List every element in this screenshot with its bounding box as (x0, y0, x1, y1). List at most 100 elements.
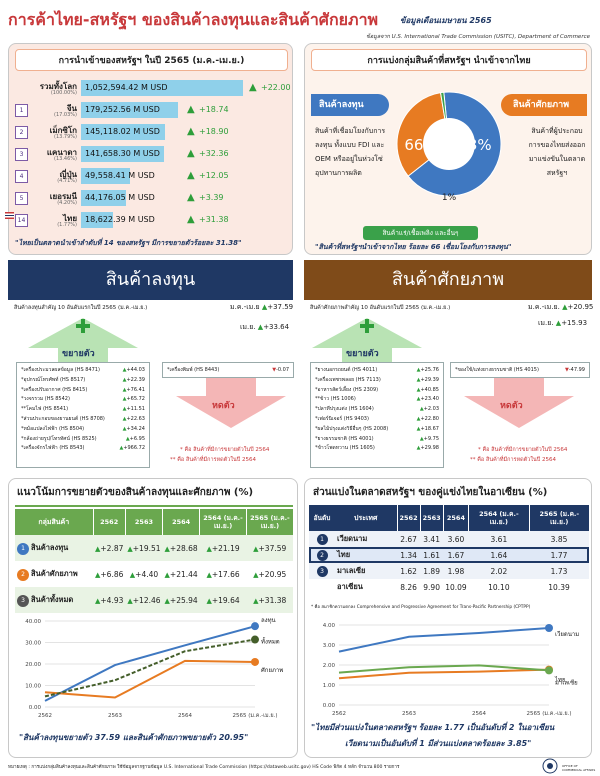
list-item-change: ▲+9.75 (420, 435, 439, 445)
thai-flag-icon (5, 212, 14, 219)
import-change: +32.36 (199, 149, 229, 158)
up-arrow-icon: ▲ (119, 445, 124, 452)
row-label: 1 สินค้าลงทุน (15, 535, 93, 561)
import-value: 1,052,594.42 M USD (85, 83, 168, 92)
up-arrow-icon: ▲ (122, 367, 127, 373)
y-tick-label: 0.00 (29, 705, 42, 711)
table-row: 3 สินค้าทั้งหมด ▲+4.93 ▲+12.46 ▲+25.94 ▲+19.6… (15, 587, 293, 613)
y-tick-label: 10.00 (25, 684, 41, 690)
col-header: 2564 (ม.ค.-เม.ย.) (468, 505, 530, 531)
country-share: (1.77%) (57, 222, 77, 228)
list-item-change: ▲+65.72 (123, 395, 145, 405)
potential-contract-label: หดตัว (500, 401, 523, 411)
table-cell: 9.90 (423, 582, 440, 592)
list-item: *อาหารสัตว์เลี้ยง (HS 2309) ▲+40.85 (315, 386, 439, 396)
up-arrow-icon: ▲ (416, 396, 421, 403)
list-item-label: *ปลาทีปรุงแต่ง (HS 1604) (315, 406, 374, 413)
potential-expand-list: *ยางนอกรถยนต์ (HS 4011) ▲+25.76 *เครื่องเพ… (310, 362, 444, 468)
pie-slice-potential (396, 92, 450, 177)
table-cell: ▲+25.94 (163, 587, 200, 613)
table-row: 1 สินค้าลงทุน ▲+2.87 ▲+19.51 ▲+28.68 ▲+21.19 ▲… (15, 535, 293, 561)
list-item: *ผลไม้ปรุงแต่งวิธีอื่นๆ (HS 2008) ▲+18.67 (315, 425, 439, 435)
potential-apr-change: +15.93 (561, 319, 588, 327)
table-row: 1 เวียดนาม 2.67 3.41 3.60 3.61 3.85 (309, 531, 589, 547)
table-row: 2 ไทย 1.34 1.61 1.67 1.64 1.77 (309, 547, 589, 563)
table-cell: 3.85 (550, 534, 568, 544)
list-item: *ปลาทีปรุงแต่ง (HS 1604) ▲+2.03 (315, 405, 439, 415)
series-label: ไทย (554, 676, 566, 684)
country-share: (13.46%) (54, 156, 77, 162)
list-item: *ส่วนประกอบของยานยนต์ (HS 8708) ▲+22.63 (21, 415, 145, 425)
x-tick-label: 2562 (38, 713, 52, 719)
table-cell: 1.73 (550, 566, 568, 576)
list-item: *ยางนอกรถยนต์ (HS 4011) ▲+25.76 (315, 366, 439, 376)
cell-value: +28.68 (169, 543, 198, 553)
row-name: สินค้าลงทุน (31, 542, 69, 552)
list-item-label: *ของใช้/แท่งยางธรรมชาติ (HS 4015) (455, 367, 539, 373)
series-end-marker (545, 624, 553, 632)
potential-ytd-change: +20.95 (567, 303, 594, 311)
asean-header: ส่วนแบ่งในตลาดสหรัฐฯ ของคู่แข่งไทยในอาเซ… (313, 487, 548, 498)
list-item: *เครื่องจักรไฟฟ้า (HS 8543) ▲+966.72 (21, 444, 145, 454)
up-arrow-icon: ▲ (164, 596, 170, 605)
list-item: *เครื่องปรับอากาศ (HS 8415) ▲+76.41 (21, 386, 145, 396)
rank-badge: 3 (15, 148, 28, 161)
cell-value: +21.19 (211, 543, 240, 553)
potential-tag: สินค้าศักยภาพ (501, 94, 587, 116)
y-tick-label: 20.00 (25, 662, 41, 668)
trend-line-chart: 0.00 10.00 20.00 30.00 40.00 2562 2563 2564 2565… (25, 617, 283, 719)
potential-note1: * คือ สินค้าที่มีการขยายตัวในปี 2564 (478, 447, 568, 453)
rank-cell (309, 579, 335, 595)
y-tick-label: 40.00 (25, 619, 41, 625)
cell-value: +20.95 (258, 569, 287, 579)
row-number-badge: 1 (17, 542, 29, 555)
up-arrow-icon: ▲ (253, 544, 259, 553)
groups-header: การแบ่งกลุ่มสินค้าที่สหรัฐฯ นำเข้าจากไทย (311, 49, 587, 71)
table-row: อาเซียน 8.26 9.90 10.09 10.10 10.39 (309, 579, 589, 595)
up-arrow-icon: ▲ (122, 425, 127, 432)
import-bar (81, 146, 164, 162)
x-tick-label: 2562 (332, 711, 346, 717)
import-value: 179,252.56 M USD (85, 105, 160, 114)
list-item: *ยางธรรมชาติ (HS 4001) ▲+9.75 (315, 435, 439, 445)
table-cell: 1.89 (423, 566, 440, 576)
trend-footer: "สินค้าลงทุนขยายตัว 37.59 และสินค้าศักยภ… (19, 733, 249, 742)
country-cell: ไทย (337, 550, 351, 559)
trend-panel: แนวโน้มการขยายตัวของสินค้าลงทุนและศักยภา… (8, 478, 298, 758)
up-arrow-icon: ▲ (164, 570, 170, 579)
x-tick-label: 2563 (402, 711, 416, 717)
table-cell: 1.64 (490, 550, 508, 560)
asean-footer2: เวียดนามเป็นอันดับที่ 1 มีส่วนแบ่งตลาดร้… (345, 739, 532, 748)
list-item-change: ▲+34.24 (123, 425, 145, 435)
table-cell: 10.10 (488, 582, 510, 592)
series-end-marker (251, 622, 259, 631)
investment-note1: * คือ สินค้าที่มีการขยายตัวในปี 2564 (180, 447, 270, 453)
import-change: +22.00 (261, 83, 291, 92)
country-cell: อาเซียน (337, 582, 363, 591)
import-bar (81, 190, 126, 206)
list-item-label: *อุปกรณ์โทรศัพท์ (HS 8517) (21, 376, 86, 383)
table-cell: 3.41 (423, 534, 440, 544)
series-line (338, 664, 550, 674)
y-tick-label: 4.00 (323, 623, 336, 629)
asean-footer1: "ไทยมีส่วนแบ่งในตลาดสหรัฐฯ ร้อยละ 1.77 เ… (311, 723, 555, 732)
potential-ytd-label: ม.ค.-เม.ย. (528, 303, 560, 311)
x-tick-label: 2564 (178, 713, 192, 719)
up-arrow-icon: ▲ (125, 435, 130, 442)
list-item-label: *กล้องถ่ายรูป/โทรทัศน์ (HS 8525) (21, 435, 97, 442)
list-item-label: *อาหารสัตว์เลี้ยง (HS 2309) (315, 386, 379, 393)
up-arrow-icon: ▲ (253, 596, 259, 605)
country-name: รวมทั้งโลก (39, 82, 77, 91)
list-item-change: ▲+22.80 (417, 415, 439, 425)
col-header: 2564 (ม.ค.-เม.ย.) (199, 509, 247, 535)
list-item-change: ▲+11.51 (123, 405, 145, 415)
list-item-change: ▲+29.39 (417, 376, 439, 386)
investment-ytd-change: +37.59 (267, 303, 294, 311)
cell-value: +2.87 (100, 543, 124, 553)
rank-badge: 1 (15, 104, 28, 117)
up-arrow-icon: ▲ (257, 323, 264, 331)
expand-arrow-icon (312, 318, 422, 363)
up-arrow-icon: ▲ (416, 425, 421, 432)
up-arrow-icon: ▲ (416, 445, 421, 452)
potential-apr: เม.ย. ▲+15.93 (538, 318, 587, 329)
